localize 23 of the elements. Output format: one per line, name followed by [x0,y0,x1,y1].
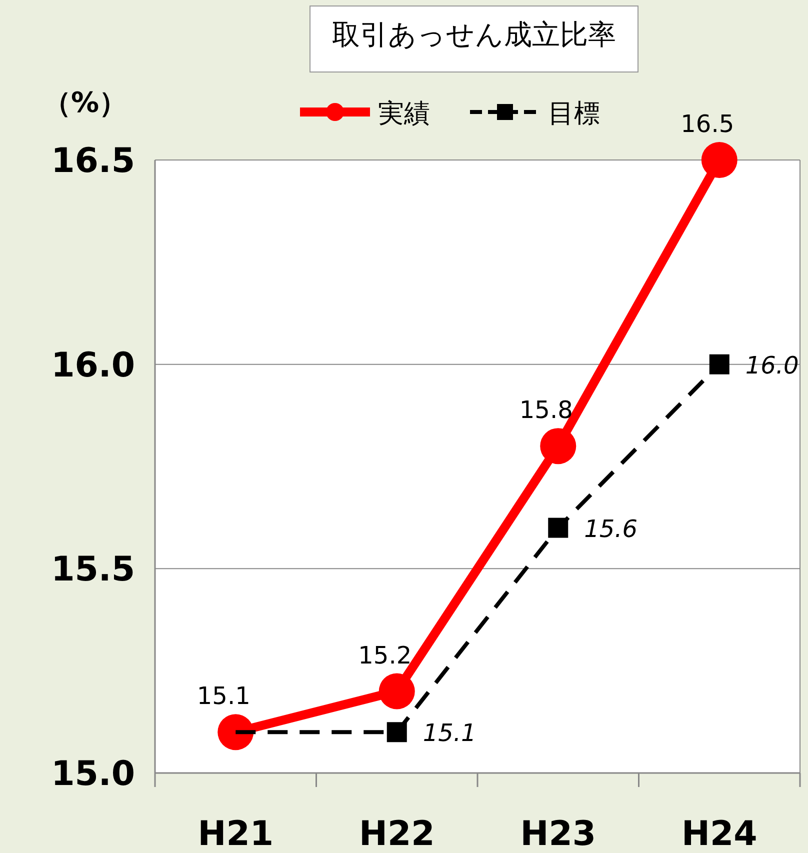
y-tick-label: 15.5 [51,550,135,590]
data-label: 15.6 [584,514,638,543]
point [701,142,738,178]
legend-label: 実績 [378,99,430,129]
y-axis-title: （%） [42,86,128,119]
x-tick-label: H24 [681,814,758,853]
y-tick-label: 15.0 [51,754,135,794]
data-label: 15.2 [358,641,412,670]
data-label: 16.0 [745,351,799,380]
point [218,714,254,750]
data-label: 15.8 [519,396,573,424]
x-tick-label: H23 [520,814,596,853]
x-tick-label: H21 [198,814,274,853]
y-tick-label: 16.0 [51,345,135,386]
data-label: 15.1 [196,682,250,710]
y-tick-label: 16.5 [51,141,135,181]
data-label: 15.1 [422,719,476,748]
legend-label: 目標 [548,99,600,129]
data-label: 16.5 [680,110,734,138]
point [378,673,415,710]
point [540,428,576,464]
x-tick-label: H22 [358,814,435,853]
chart-title: 取引あっせん成立比率 [332,18,616,51]
